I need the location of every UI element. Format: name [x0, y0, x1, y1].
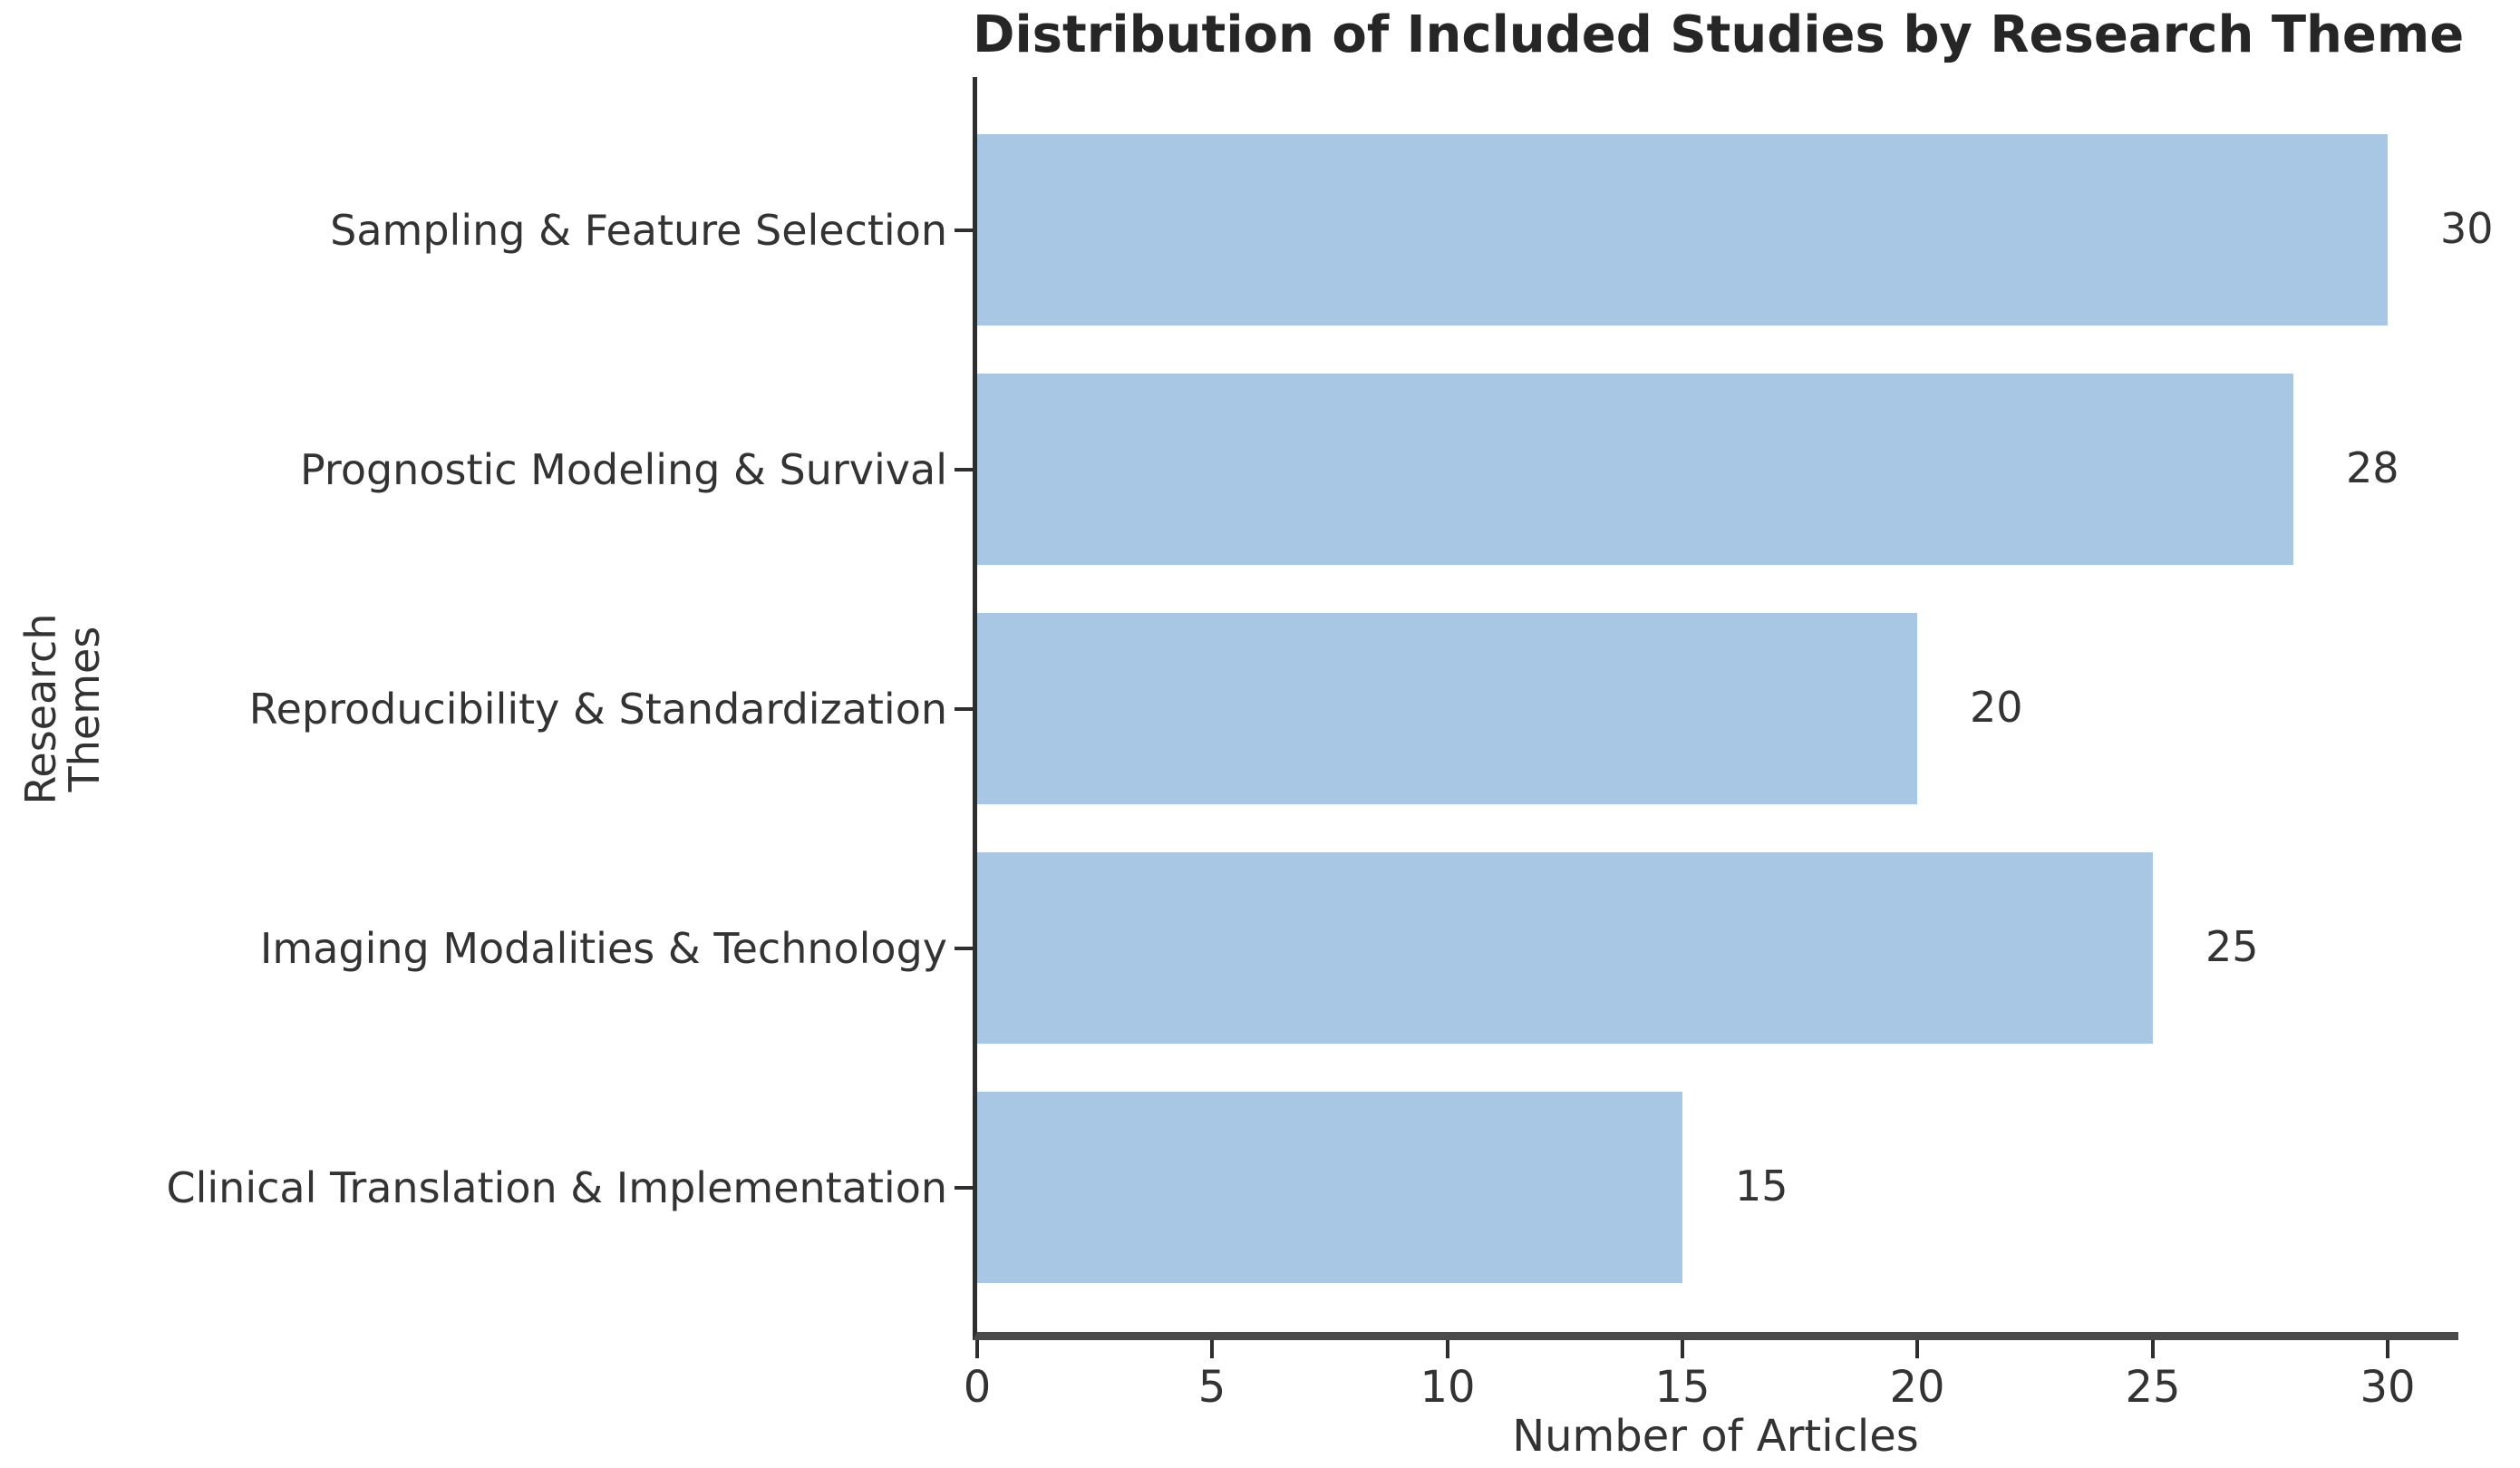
- plot-area: 30 28 20 25 15: [973, 77, 2494, 1340]
- bar-value-label-0: 30: [2440, 204, 2494, 253]
- category-tick-label-4: Clinical Translation & Implementation: [166, 1162, 947, 1212]
- x-tick-5: [2151, 1340, 2155, 1358]
- bar-1: [977, 374, 2293, 565]
- x-tick-label-4: 20: [1889, 1362, 1945, 1413]
- x-tick-3: [1681, 1340, 1684, 1358]
- bar-value-label-3: 25: [2205, 922, 2259, 971]
- y-tick-1: [955, 467, 974, 472]
- y-tick-3: [955, 946, 974, 950]
- x-axis-label: Number of Articles: [1512, 1411, 1919, 1462]
- x-tick-4: [1915, 1340, 1919, 1358]
- x-tick-label-1: 5: [1197, 1362, 1226, 1413]
- chart-title: Distribution of Included Studies by Rese…: [973, 5, 2465, 64]
- x-tick-label-5: 25: [2125, 1362, 2181, 1413]
- x-tick-label-3: 15: [1654, 1362, 1711, 1413]
- category-tick-label-3: Imaging Modalities & Technology: [259, 923, 947, 973]
- bar-2: [977, 613, 1917, 804]
- bar-value-label-1: 28: [2346, 443, 2399, 492]
- x-tick-2: [1446, 1340, 1449, 1358]
- y-tick-4: [955, 1185, 974, 1190]
- bar-value-label-4: 15: [1735, 1162, 1788, 1210]
- category-tick-label-2: Reproducibility & Standardization: [248, 684, 947, 734]
- x-tick-6: [2386, 1340, 2389, 1358]
- category-tick-label-0: Sampling & Feature Selection: [330, 205, 947, 255]
- bar-3: [977, 852, 2153, 1044]
- bar-0: [977, 134, 2388, 326]
- bar-4: [977, 1092, 1682, 1283]
- x-tick-1: [1210, 1340, 1214, 1358]
- bar-value-label-2: 20: [1970, 683, 2023, 732]
- x-tick-label-0: 0: [963, 1362, 992, 1413]
- y-tick-0: [955, 228, 974, 232]
- category-tick-label-1: Prognostic Modeling & Survival: [300, 444, 947, 494]
- y-tick-2: [955, 706, 974, 711]
- x-tick-label-6: 30: [2360, 1362, 2416, 1413]
- x-tick-label-2: 10: [1420, 1362, 1476, 1413]
- x-tick-0: [975, 1340, 979, 1358]
